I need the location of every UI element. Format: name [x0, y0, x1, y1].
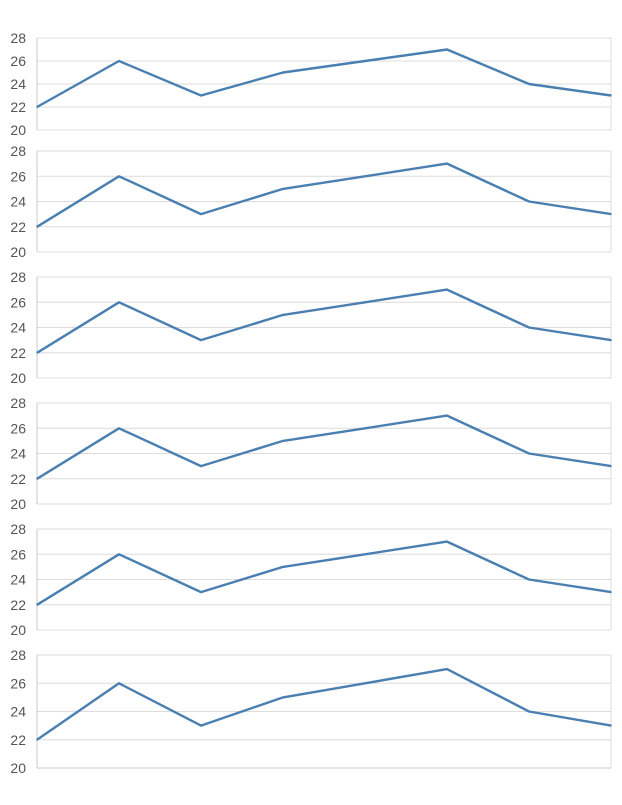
y-tick-label: 24 — [10, 320, 26, 336]
chart-panel-2: 20 22 24 26 28 — [10, 143, 612, 260]
data-point — [118, 553, 120, 556]
data-point — [364, 60, 366, 62]
data-point — [36, 351, 38, 354]
data-point — [528, 200, 530, 203]
data-point — [446, 668, 448, 670]
y-tick-label: 28 — [10, 395, 26, 411]
y-tick-label: 26 — [10, 420, 26, 436]
data-point — [282, 696, 284, 699]
data-point — [364, 175, 366, 178]
y-tick-label: 20 — [10, 622, 26, 638]
chart-panel-6: 20 22 24 26 28 — [10, 647, 612, 776]
data-point — [36, 225, 38, 228]
y-tick-label: 20 — [10, 244, 26, 260]
data-point — [36, 477, 38, 480]
y-tick-label: 24 — [10, 572, 26, 588]
series-line — [36, 667, 612, 741]
data-point — [528, 326, 530, 329]
data-point — [200, 465, 202, 467]
y-tick-label: 20 — [10, 122, 26, 138]
series-line — [36, 162, 612, 228]
chart-panel-5: 20 22 24 26 28 — [10, 521, 612, 638]
data-point — [446, 414, 448, 417]
data-point — [446, 540, 448, 543]
y-tick-label: 24 — [10, 704, 26, 720]
series-line — [36, 540, 612, 606]
data-point — [364, 301, 366, 304]
y-tick-label: 26 — [10, 546, 26, 562]
y-tick-label: 20 — [10, 760, 26, 776]
y-tick-label: 22 — [10, 345, 26, 361]
chart-panel-1: 20 22 24 26 28 — [10, 30, 612, 138]
series-line — [36, 414, 612, 480]
y-tick-label: 28 — [10, 647, 26, 663]
data-point — [36, 738, 38, 741]
y-tick-label: 22 — [10, 99, 26, 115]
data-point — [610, 94, 612, 97]
y-tick-label: 28 — [10, 143, 26, 159]
y-tick-label: 26 — [10, 294, 26, 310]
data-point — [446, 288, 448, 291]
data-point — [282, 314, 284, 316]
y-tick-label: 22 — [10, 732, 26, 748]
data-point — [446, 48, 448, 51]
data-point — [282, 440, 284, 442]
y-tick-label: 26 — [10, 168, 26, 184]
data-point — [610, 465, 612, 467]
data-point — [118, 682, 120, 685]
series-line — [36, 48, 612, 109]
data-point — [282, 566, 284, 568]
data-point — [200, 724, 202, 727]
data-point — [446, 162, 448, 165]
data-point — [610, 591, 612, 593]
y-tick-label: 28 — [10, 521, 26, 537]
data-point — [528, 83, 530, 85]
data-point — [200, 94, 202, 97]
chart-panel-4: 20 22 24 26 28 — [10, 395, 612, 512]
y-tick-label: 26 — [10, 53, 26, 69]
chart-panel-3: 20 22 24 26 28 — [10, 269, 612, 386]
data-point — [200, 213, 202, 215]
data-point — [118, 60, 120, 62]
data-point — [200, 339, 202, 341]
y-tick-label: 24 — [10, 446, 26, 462]
data-point — [200, 591, 202, 593]
data-point — [610, 724, 612, 727]
y-tick-label: 22 — [10, 597, 26, 613]
data-point — [36, 106, 38, 108]
y-tick-label: 24 — [10, 194, 26, 210]
data-point — [282, 188, 284, 190]
data-point — [364, 553, 366, 556]
data-point — [118, 301, 120, 304]
y-tick-label: 22 — [10, 471, 26, 487]
data-point — [610, 213, 612, 215]
data-point — [282, 71, 284, 74]
y-tick-label: 20 — [10, 370, 26, 386]
y-tick-label: 20 — [10, 496, 26, 512]
data-point — [118, 427, 120, 430]
y-tick-label: 28 — [10, 269, 26, 285]
series-line — [36, 288, 612, 354]
data-point — [364, 427, 366, 430]
data-point — [528, 452, 530, 455]
y-tick-label: 24 — [10, 76, 26, 92]
data-point — [36, 603, 38, 606]
data-point — [610, 339, 612, 341]
y-tick-label: 26 — [10, 675, 26, 691]
y-tick-label: 28 — [10, 30, 26, 46]
data-point — [118, 175, 120, 178]
data-point — [364, 682, 366, 685]
y-tick-label: 22 — [10, 219, 26, 235]
data-point — [528, 578, 530, 581]
data-point — [528, 710, 530, 713]
